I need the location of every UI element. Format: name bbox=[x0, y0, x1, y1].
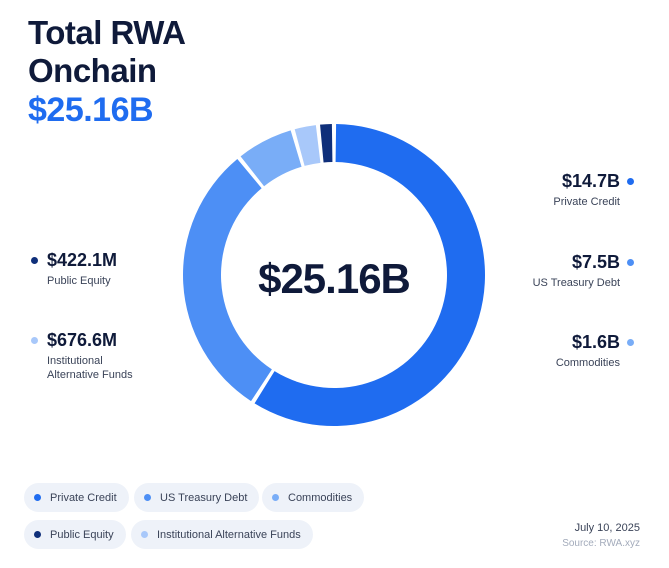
callout-commodities: $1.6B Commodities bbox=[555, 331, 634, 370]
center-value: $25.16B bbox=[258, 255, 410, 302]
page-title: Total RWA Onchain bbox=[28, 14, 186, 90]
callout-us-treasury: $7.5B US Treasury Debt bbox=[532, 251, 634, 290]
slice-commodities bbox=[240, 130, 302, 187]
legend-label: US Treasury Debt bbox=[160, 491, 248, 504]
callout-private-credit: $14.7B Private Credit bbox=[553, 170, 634, 209]
legend-dot bbox=[144, 494, 151, 501]
legend-item-us-treasury-debt: US Treasury Debt bbox=[134, 483, 260, 512]
callout-label: Public Equity bbox=[47, 275, 111, 287]
legend-item-public-equity: Public Equity bbox=[24, 520, 126, 549]
callout-value: $1.6B bbox=[571, 332, 620, 352]
legend-dot bbox=[272, 494, 279, 501]
callout-label-line-2: Alternative Funds bbox=[47, 369, 133, 381]
legend-dot bbox=[141, 531, 148, 538]
source-note: Source: RWA.xyz bbox=[562, 538, 640, 549]
callout-label: Institutional Alternative Funds bbox=[47, 354, 133, 382]
legend-label: Institutional Alternative Funds bbox=[157, 528, 301, 541]
legend-dot bbox=[34, 494, 41, 501]
slice-institutional-alternative-funds bbox=[294, 125, 321, 166]
callout-label-line-1: Institutional bbox=[47, 355, 103, 367]
legend-item-private-credit: Private Credit bbox=[24, 483, 129, 512]
slice-us-treasury-debt bbox=[183, 159, 272, 402]
private-credit-dot bbox=[627, 178, 634, 185]
inst-alt-dot bbox=[31, 337, 38, 344]
callout-value: $14.7B bbox=[561, 171, 620, 191]
legend-label: Commodities bbox=[288, 491, 353, 504]
title-line-1: Total RWA bbox=[28, 14, 186, 51]
public-equity-dot bbox=[31, 257, 38, 264]
callout-institutional-alternative-funds: $676.6M Institutional Alternative Funds bbox=[31, 329, 133, 382]
callout-label: Private Credit bbox=[553, 196, 620, 208]
legend-dot bbox=[34, 531, 41, 538]
legend-label: Private Credit bbox=[50, 491, 117, 504]
callout-public-equity: $422.1M Public Equity bbox=[31, 249, 118, 288]
commodities-dot bbox=[627, 339, 634, 346]
legend-item-institutional-alternative-funds: Institutional Alternative Funds bbox=[131, 520, 313, 549]
legend-label: Public Equity bbox=[50, 528, 114, 541]
slice-private-credit bbox=[254, 124, 485, 427]
us-treasury-dot bbox=[627, 259, 634, 266]
callout-value: $7.5B bbox=[571, 252, 620, 272]
callout-label: Commodities bbox=[555, 357, 620, 369]
slice-public-equity bbox=[320, 124, 333, 163]
callout-value: $676.6M bbox=[47, 330, 118, 350]
title-line-2: Onchain bbox=[28, 52, 157, 89]
callout-value: $422.1M bbox=[47, 250, 118, 270]
report-date: July 10, 2025 bbox=[574, 522, 640, 534]
legend-item-commodities: Commodities bbox=[262, 483, 365, 512]
total-value: $25.16B bbox=[28, 91, 154, 129]
callout-label: US Treasury Debt bbox=[532, 277, 620, 289]
